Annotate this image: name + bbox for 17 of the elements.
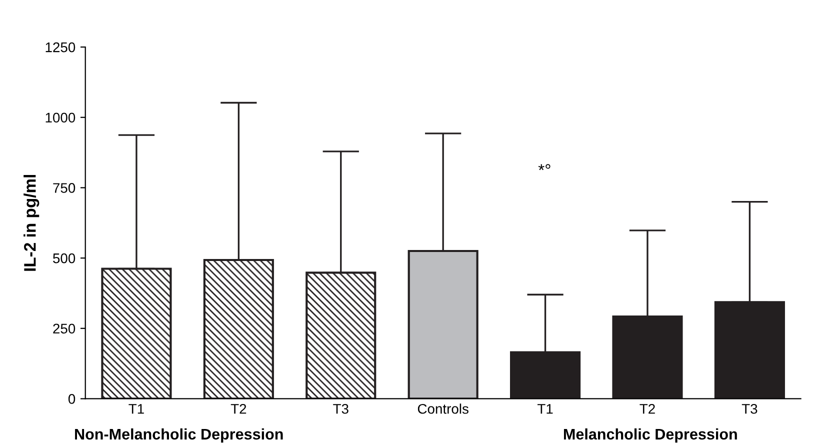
- x-tick-label: T1: [128, 404, 144, 414]
- y-tick-label: 1000: [46, 112, 76, 123]
- x-tick-label: T3: [333, 404, 348, 414]
- text: Non-Melancholic Depression: [75, 428, 283, 443]
- x-tick-label: T2: [230, 404, 246, 414]
- annotation: *°: [538, 164, 550, 170]
- x-tick-label: Controls: [418, 404, 468, 414]
- y-tick-label: 1250: [46, 42, 76, 52]
- y-tick-label: 250: [53, 324, 76, 334]
- y-tick-label: 0: [68, 394, 76, 404]
- y-tick-label: 500: [53, 253, 76, 264]
- text: Melancholic Depression: [564, 428, 737, 443]
- y-tick-label: 750: [53, 183, 76, 193]
- y-axis-title: IL-2 in pg/ml: [24, 174, 40, 271]
- x-tick-label: T1: [538, 404, 553, 414]
- x-tick-label: T3: [742, 404, 758, 414]
- x-tick-label: T2: [640, 404, 655, 414]
